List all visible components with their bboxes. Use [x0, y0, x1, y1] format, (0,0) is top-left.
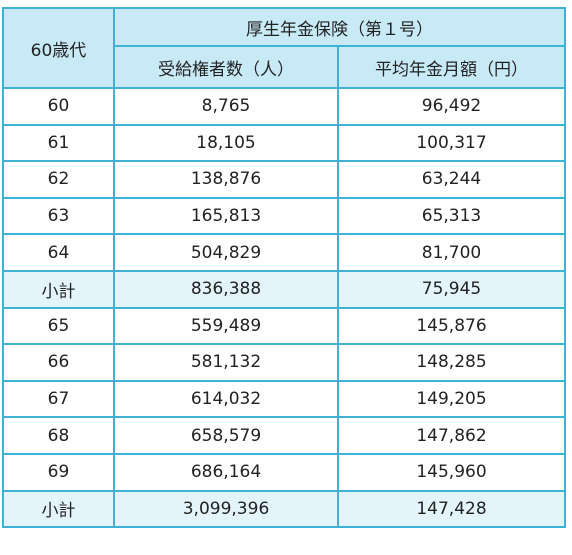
- age-cell: 67: [2, 379, 115, 419]
- subtotal-average-cell: 75,945: [337, 269, 566, 309]
- age-cell: 60: [2, 87, 115, 126]
- table-row: 64 504,829 81,700: [2, 233, 566, 272]
- average-cell: 63,244: [337, 160, 566, 199]
- average-cell: 149,205: [337, 379, 566, 419]
- subtotal-row: 小計 836,388 75,945: [2, 269, 566, 309]
- recipients-column-header: 受給権者数（人）: [113, 45, 339, 89]
- table-row: 67 614,032 149,205: [2, 379, 566, 419]
- average-monthly-column-header: 平均年金月額（円）: [337, 45, 566, 89]
- recipients-cell: 559,489: [113, 306, 339, 346]
- recipients-cell: 138,876: [113, 160, 339, 199]
- age-cell: 64: [2, 233, 115, 272]
- table-row: 60 8,765 96,492: [2, 87, 566, 126]
- subtotal-recipients-cell: 3,099,396: [113, 489, 339, 529]
- average-cell: 148,285: [337, 343, 566, 382]
- average-cell: 145,960: [337, 452, 566, 492]
- recipients-cell: 8,765: [113, 87, 339, 126]
- recipients-cell: 581,132: [113, 343, 339, 382]
- age-cell: 61: [2, 123, 115, 163]
- pension-type-header: 厚生年金保険（第１号）: [113, 7, 566, 47]
- subtotal-average-cell: 147,428: [337, 489, 566, 529]
- table-row: 63 165,813 65,313: [2, 196, 566, 236]
- recipients-cell: 614,032: [113, 379, 339, 419]
- age-cell: 62: [2, 160, 115, 199]
- age-cell: 65: [2, 306, 115, 346]
- age-group-header: 60歳代: [2, 7, 115, 89]
- table-row: 68 658,579 147,862: [2, 416, 566, 455]
- table-row: 66 581,132 148,285: [2, 343, 566, 382]
- recipients-cell: 504,829: [113, 233, 339, 272]
- average-cell: 96,492: [337, 87, 566, 126]
- recipients-cell: 658,579: [113, 416, 339, 455]
- subtotal-recipients-cell: 836,388: [113, 269, 339, 309]
- table-row: 61 18,105 100,317: [2, 123, 566, 163]
- average-cell: 81,700: [337, 233, 566, 272]
- average-cell: 145,876: [337, 306, 566, 346]
- recipients-cell: 165,813: [113, 196, 339, 236]
- age-cell: 69: [2, 452, 115, 492]
- subtotal-row: 小計 3,099,396 147,428: [2, 489, 566, 529]
- average-cell: 147,862: [337, 416, 566, 455]
- average-cell: 65,313: [337, 196, 566, 236]
- average-cell: 100,317: [337, 123, 566, 163]
- pension-table-container: 60歳代 厚生年金保険（第１号） 受給権者数（人） 平均年金月額（円） 60 8…: [2, 7, 566, 529]
- table-row: 69 686,164 145,960: [2, 452, 566, 492]
- subtotal-label: 小計: [2, 269, 115, 309]
- recipients-cell: 686,164: [113, 452, 339, 492]
- age-cell: 66: [2, 343, 115, 382]
- recipients-cell: 18,105: [113, 123, 339, 163]
- pension-table: 60歳代 厚生年金保険（第１号） 受給権者数（人） 平均年金月額（円） 60 8…: [2, 7, 566, 529]
- table-row: 65 559,489 145,876: [2, 306, 566, 346]
- table-row: 62 138,876 63,244: [2, 160, 566, 199]
- subtotal-label: 小計: [2, 489, 115, 529]
- age-cell: 68: [2, 416, 115, 455]
- age-cell: 63: [2, 196, 115, 236]
